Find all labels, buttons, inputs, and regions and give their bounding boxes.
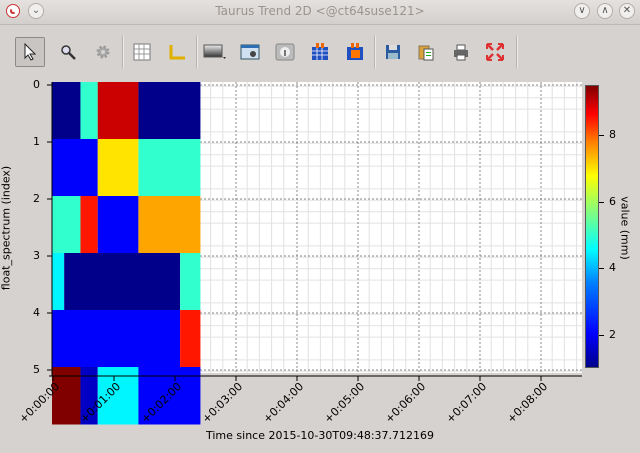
- copy-button[interactable]: [411, 37, 441, 67]
- y-tick-label: 3: [33, 249, 40, 262]
- axis-icon: [169, 45, 185, 60]
- print-button[interactable]: [446, 37, 476, 67]
- y-tick-label: 5: [33, 363, 40, 376]
- heatmap-cell: [80, 82, 98, 140]
- info-icon: [275, 43, 295, 61]
- grid-icon: [133, 43, 151, 61]
- colorbar-tick-label: 6: [609, 194, 616, 208]
- x-axis-title: Time since 2015-10-30T09:48:37.712169: [205, 429, 435, 442]
- colorbar-tick-label: 2: [609, 327, 616, 341]
- heatmap-cell: [52, 253, 65, 311]
- colorbar-tick-label: 8: [609, 127, 616, 141]
- toolbar-separator: [374, 36, 376, 68]
- heatmap-cell: [52, 196, 81, 254]
- info-button[interactable]: [270, 37, 300, 67]
- zoom-icon: [61, 45, 76, 60]
- matrix-button[interactable]: [305, 37, 335, 67]
- y-tick-label: 0: [33, 78, 40, 91]
- y-tick-label: 1: [33, 135, 40, 148]
- toolbar-separator: [122, 36, 124, 68]
- colorbar-tick-mark: [599, 334, 604, 336]
- y-tick-label: 4: [33, 306, 40, 319]
- colorbar-tick-label: 4: [609, 261, 616, 275]
- title-bar: ⌄ Taurus Trend 2D <@ct64suse121> ∨ ∧ ✕: [0, 0, 640, 25]
- colorbar-tick-mark: [599, 134, 604, 136]
- heatmap-cell: [138, 82, 201, 140]
- matrix2-icon: [347, 43, 363, 60]
- colormap-button[interactable]: [200, 37, 230, 67]
- colormap-icon: [203, 44, 226, 59]
- heatmap-cell: [52, 82, 81, 140]
- pointer-icon: [24, 43, 37, 61]
- fullscreen-icon: [486, 43, 504, 61]
- axis-button[interactable]: [162, 37, 192, 67]
- close-button[interactable]: ✕: [619, 3, 635, 19]
- app-icon: [6, 4, 20, 18]
- heatmap-cell: [52, 367, 81, 425]
- heatmap-cell: [97, 139, 139, 197]
- toolbar-separator: [516, 36, 518, 68]
- heatmap-cell: [52, 310, 181, 368]
- heatmap-cell: [138, 367, 201, 425]
- heatmap-cell: [97, 367, 139, 425]
- matrix-icon: [312, 43, 328, 60]
- settings-button[interactable]: [88, 37, 118, 67]
- pointer-tool-button[interactable]: [15, 37, 45, 67]
- grid-button[interactable]: [127, 37, 157, 67]
- fullscreen-button[interactable]: [480, 37, 510, 67]
- heatmap-cell: [138, 139, 201, 197]
- toolbar: [0, 24, 640, 76]
- heatmap-cell: [97, 82, 139, 140]
- gear-icon: [96, 45, 110, 59]
- y-tick-label: 2: [33, 192, 40, 205]
- save-button[interactable]: [378, 37, 408, 67]
- toolbar-separator: [196, 36, 198, 68]
- heatmap-cell: [80, 196, 98, 254]
- colorbar: [585, 85, 599, 368]
- maximize-button[interactable]: ∧: [597, 3, 613, 19]
- save-icon: [386, 45, 400, 59]
- image-icon: [240, 44, 260, 60]
- heatmap-cell: [180, 310, 201, 368]
- matrix2-button[interactable]: [340, 37, 370, 67]
- zoom-button[interactable]: [53, 37, 83, 67]
- colorbar-tick-mark: [599, 201, 604, 203]
- heatmap-cell: [138, 196, 201, 254]
- minimize-button[interactable]: ∨: [574, 3, 590, 19]
- image-button[interactable]: [235, 37, 265, 67]
- heatmap-cell: [64, 253, 181, 311]
- colorbar-tick-mark: [599, 268, 604, 270]
- window-title: Taurus Trend 2D <@ct64suse121>: [215, 4, 425, 18]
- print-icon: [454, 44, 468, 61]
- heatmap-cell: [97, 196, 139, 254]
- heatmap-cell: [80, 367, 98, 425]
- window-menu-button[interactable]: ⌄: [28, 3, 44, 19]
- heatmap-cell: [180, 253, 201, 311]
- copy-icon: [418, 45, 434, 61]
- heatmap-cell: [52, 139, 98, 197]
